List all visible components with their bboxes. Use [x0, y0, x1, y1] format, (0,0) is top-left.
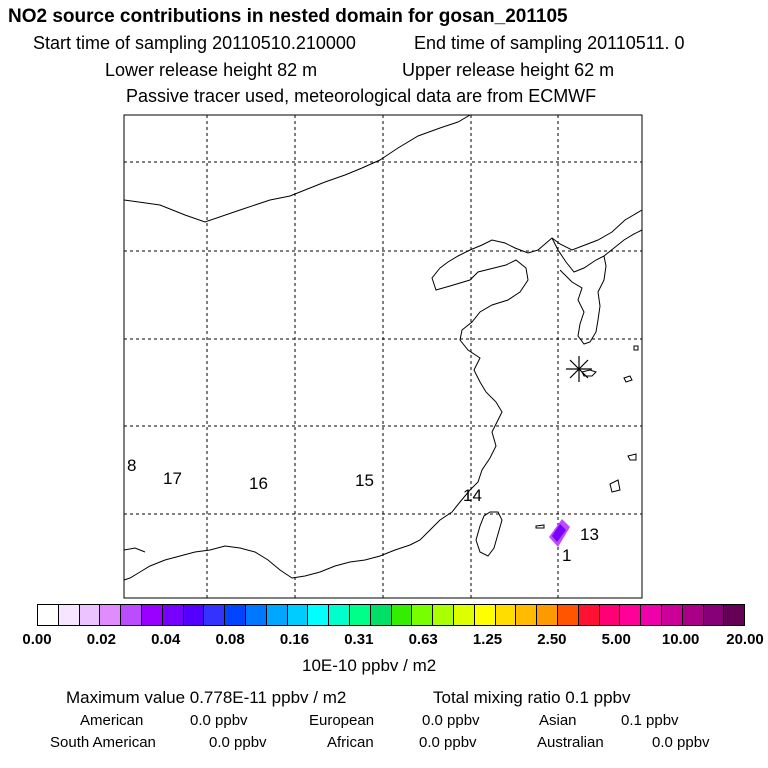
colorbar-tick-label: 5.00	[601, 631, 631, 648]
colorbar-segment	[474, 605, 496, 625]
colorbar-segment	[703, 605, 725, 625]
colorbar-segment	[557, 605, 579, 625]
asian-value: 0.1 ppbv	[621, 712, 679, 729]
tracer-note: Passive tracer used, meteorological data…	[126, 86, 597, 106]
colorbar-segment	[287, 605, 309, 625]
colorbar-tick-label: 2.50	[537, 631, 567, 648]
coast-korea-east	[603, 229, 643, 257]
colorbar-segment	[266, 605, 288, 625]
colorbar-segment	[58, 605, 80, 625]
coastlines	[123, 114, 643, 581]
upper-release-label: Upper release height 62 m	[402, 60, 615, 80]
colorbar-segment	[453, 605, 475, 625]
region-label: 15	[355, 471, 374, 490]
source-contribution-plume	[549, 519, 570, 547]
colorbar-segment	[121, 605, 142, 625]
region-labels: 8 17 16 15 14 13 1	[127, 456, 599, 565]
colorbar-segment	[79, 605, 101, 625]
european-label: European	[309, 712, 375, 729]
region-label: 14	[463, 486, 482, 505]
total-mixing-ratio: Total mixing ratio 0.1 ppbv	[433, 688, 631, 707]
south-american-value: 0.0 ppbv	[209, 734, 267, 751]
border-north	[123, 114, 471, 223]
border-northeast	[439, 209, 643, 269]
colorbar-tick-label: 0.63	[408, 631, 438, 648]
region-label: 13	[580, 525, 599, 544]
coast-korea	[551, 237, 607, 345]
colorbar-tick-label: 0.16	[279, 631, 310, 648]
colorbar-segment	[141, 605, 163, 625]
end-time-label: End time of sampling 20110511. 0	[414, 33, 685, 53]
colorbar-segment	[724, 605, 745, 625]
taiwan	[475, 511, 503, 557]
jeju-island	[581, 369, 597, 377]
colorbar-segment	[370, 605, 392, 625]
colorbar-tick-label: 0.02	[86, 631, 116, 648]
colorbar-segment	[578, 605, 600, 625]
lower-release-label: Lower release height 82 m	[105, 60, 318, 80]
colorbar-tick-label: 20.00	[726, 631, 764, 648]
colorbar-segment	[225, 605, 246, 625]
colorbar-segment	[308, 605, 330, 625]
colorbar-segment	[620, 605, 642, 625]
asian-label: Asian	[539, 712, 577, 729]
colorbar-segment	[162, 605, 184, 625]
colorbar	[37, 604, 745, 626]
colorbar-tick-label: 10.00	[661, 631, 700, 648]
region-label: 8	[127, 456, 136, 475]
colorbar-segment	[495, 605, 517, 625]
coast-china-east	[291, 259, 529, 579]
american-value: 0.0 ppbv	[190, 712, 248, 729]
maximum-value: Maximum value 0.778E-11 ppbv / m2	[66, 688, 347, 707]
american-label: American	[80, 712, 144, 729]
colorbar-segment	[599, 605, 621, 625]
colorbar-segment	[412, 605, 434, 625]
colorbar-segment	[100, 605, 122, 625]
colorbar-segment	[516, 605, 538, 625]
colorbar-tick-label: 1.25	[472, 631, 503, 648]
colorbar-segment	[661, 605, 683, 625]
receptor-marker	[566, 356, 592, 382]
colorbar-segment	[537, 605, 558, 625]
african-label: African	[327, 734, 374, 751]
colorbar-segment	[641, 605, 662, 625]
colorbar-segment	[349, 605, 371, 625]
colorbar-segment	[391, 605, 413, 625]
colorbar-tick-label: 0.31	[344, 631, 374, 648]
colorbar-segment	[183, 605, 205, 625]
colorbar-segment	[38, 605, 59, 625]
colorbar-segment	[204, 605, 226, 625]
australian-value: 0.0 ppbv	[652, 734, 710, 751]
coast-southwest	[123, 545, 293, 581]
south-american-label: South American	[50, 734, 156, 751]
ryukyu-island	[535, 524, 545, 529]
colorbar-unit: 10E-10 ppbv / m2	[302, 656, 437, 675]
hainan-coast	[123, 547, 146, 553]
african-value: 0.0 ppbv	[419, 734, 477, 751]
european-value: 0.0 ppbv	[422, 712, 480, 729]
colorbar-segment	[329, 605, 350, 625]
region-label: 17	[163, 469, 182, 488]
japan-islands	[609, 345, 639, 493]
colorbar-segment	[682, 605, 704, 625]
colorbar-tick-label: 0.08	[215, 631, 245, 648]
colorbar-tick-label: 0.00	[22, 631, 52, 648]
chart-title: NO2 source contributions in nested domai…	[8, 6, 568, 27]
region-label: 1	[562, 546, 571, 565]
colorbar-segment	[245, 605, 267, 625]
colorbar-segment	[433, 605, 454, 625]
start-time-label: Start time of sampling 20110510.210000	[33, 33, 356, 53]
australian-label: Australian	[537, 734, 604, 751]
colorbar-tick-label: 0.04	[151, 631, 181, 648]
region-label: 16	[249, 474, 268, 493]
map-gridlines	[124, 115, 642, 598]
